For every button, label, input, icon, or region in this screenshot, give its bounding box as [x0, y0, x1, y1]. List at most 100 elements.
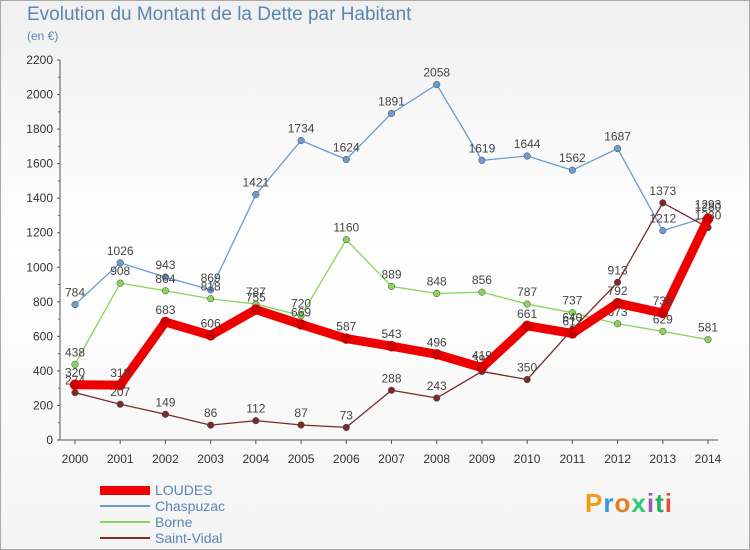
data-point: [69, 379, 81, 390]
data-label: 1562: [559, 151, 586, 165]
data-point: [342, 423, 350, 431]
data-point: [116, 259, 124, 267]
data-point: [702, 213, 714, 225]
data-point: [342, 236, 350, 244]
data-label: 606: [201, 316, 221, 330]
data-label: 543: [381, 327, 401, 341]
y-tick-label: 0: [46, 433, 53, 447]
data-label: 581: [698, 321, 718, 335]
data-point: [71, 301, 79, 309]
data-point: [160, 316, 171, 328]
data-label: 787: [246, 285, 266, 299]
data-point: [161, 410, 169, 418]
data-label: 1280: [695, 200, 722, 214]
y-tick-label: 1600: [26, 157, 53, 171]
data-label: 889: [381, 267, 401, 281]
data-label: 1421: [243, 176, 270, 190]
x-tick-label: 2013: [649, 452, 676, 466]
data-label: 913: [608, 263, 628, 277]
data-point: [207, 295, 215, 303]
data-point: [523, 152, 531, 160]
data-point: [614, 145, 622, 153]
legend-label: Borne: [155, 514, 193, 530]
data-point: [252, 191, 260, 199]
data-point: [116, 279, 124, 287]
data-label: 86: [204, 406, 218, 420]
data-label: 943: [155, 258, 175, 272]
data-point: [659, 227, 667, 235]
data-point: [657, 307, 669, 319]
data-label: 1160: [333, 221, 359, 235]
data-label: 869: [201, 271, 221, 285]
data-label: 438: [65, 345, 85, 359]
data-label: 784: [65, 286, 85, 300]
x-tick-label: 2005: [288, 452, 315, 466]
data-point: [116, 400, 124, 408]
legend-swatch: [100, 485, 150, 495]
data-label: 1644: [514, 137, 541, 151]
data-point: [297, 421, 305, 429]
data-label: 669: [291, 305, 311, 319]
data-point: [161, 287, 169, 295]
data-point: [433, 289, 441, 298]
data-point: [433, 394, 441, 402]
x-tick-label: 2009: [469, 452, 496, 466]
data-label: 496: [427, 335, 447, 349]
data-point: [250, 304, 262, 315]
data-label: 755: [246, 291, 266, 305]
data-point: [161, 273, 169, 281]
x-tick-label: 2014: [695, 452, 722, 466]
y-tick-label: 400: [33, 364, 53, 378]
data-label: 1734: [288, 121, 315, 135]
y-tick-label: 1000: [26, 260, 53, 274]
data-label: 683: [155, 303, 175, 317]
data-label: 640: [562, 310, 582, 324]
data-label: 1624: [333, 140, 360, 154]
data-point: [523, 300, 531, 308]
data-label: 1619: [469, 141, 496, 155]
y-tick-label: 1400: [26, 191, 53, 205]
data-point: [568, 166, 576, 174]
data-label: 419: [472, 349, 492, 363]
data-label: 787: [517, 285, 537, 299]
logo-letter: i: [664, 488, 673, 518]
x-tick-label: 2011: [559, 452, 585, 466]
data-label: 864: [155, 272, 175, 286]
data-point: [252, 417, 260, 425]
y-tick-label: 2000: [26, 88, 53, 102]
data-label: 149: [155, 395, 175, 409]
logo-letter: x: [631, 488, 647, 518]
x-tick-label: 2006: [333, 452, 360, 466]
x-tick-label: 2008: [423, 452, 450, 466]
legend-label: Chaspuzac: [155, 498, 226, 514]
data-label: 73: [340, 408, 354, 422]
data-point: [521, 320, 533, 332]
data-label: 1687: [604, 130, 631, 144]
data-point: [387, 386, 396, 394]
data-label: 112: [246, 402, 265, 416]
data-label: 1026: [107, 244, 134, 258]
data-point: [71, 360, 79, 368]
data-label: 720: [291, 297, 311, 311]
data-point: [297, 312, 305, 320]
data-label: 848: [427, 275, 447, 289]
data-label: 1373: [649, 184, 676, 198]
data-point: [659, 327, 667, 335]
data-point: [297, 136, 305, 145]
data-label: 856: [472, 273, 492, 287]
data-label: 908: [110, 264, 130, 278]
x-tick-label: 2007: [378, 452, 405, 466]
x-tick-label: 2004: [243, 452, 270, 466]
logo-letter: o: [614, 488, 632, 518]
data-point: [114, 379, 126, 391]
chart-subtitle: (en €): [27, 29, 59, 43]
data-label: 288: [381, 371, 401, 385]
data-label: 2058: [423, 66, 450, 80]
data-point: [614, 320, 622, 328]
y-tick-label: 1200: [26, 226, 53, 240]
data-label: 661: [517, 307, 537, 321]
x-tick-label: 2012: [604, 452, 631, 466]
data-point: [207, 286, 215, 294]
